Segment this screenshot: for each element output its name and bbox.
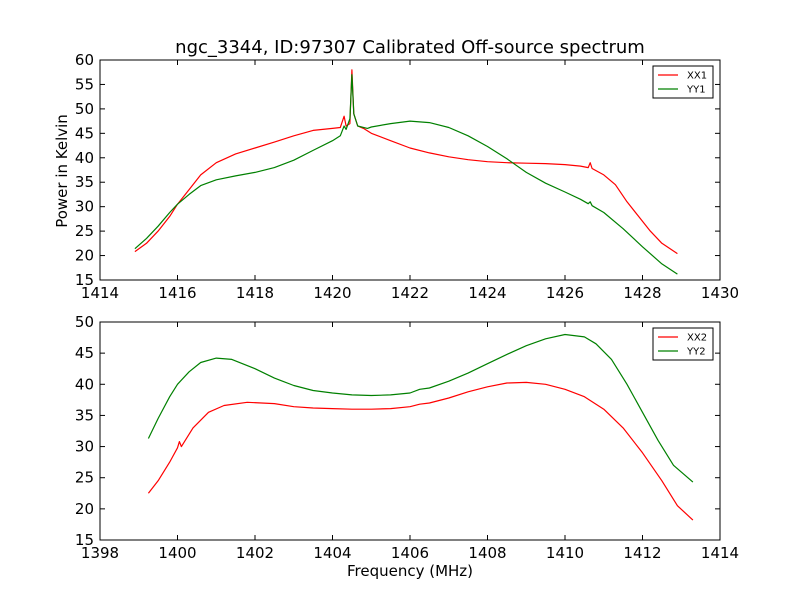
top-y-tick-label: 20 <box>75 247 94 265</box>
bottom-x-tick-label: 1398 <box>81 544 119 562</box>
top-y-tick-label: 60 <box>75 51 94 69</box>
top-series-line-xx1 <box>134 69 678 255</box>
bottom-y-tick-label: 15 <box>75 531 94 549</box>
top-legend-label-xx1: XX1 <box>687 71 707 82</box>
bottom-x-tick-label: 1406 <box>391 544 429 562</box>
bottom-y-tick-label: 30 <box>75 438 94 456</box>
top-y-axis-label: Power in Kelvin <box>53 114 71 228</box>
top-x-tick-label: 1422 <box>391 284 429 302</box>
top-x-tick-label: 1416 <box>158 284 196 302</box>
bottom-x-tick-label: 1414 <box>701 544 739 562</box>
top-x-tick-label: 1414 <box>81 284 119 302</box>
top-y-tick-label: 25 <box>75 222 94 240</box>
top-x-tick-label: 1420 <box>313 284 351 302</box>
bottom-x-tick-label: 1404 <box>313 544 351 562</box>
top-x-tick-label: 1428 <box>623 284 661 302</box>
top-legend-box <box>652 65 714 99</box>
bottom-legend-box <box>652 327 714 361</box>
top-y-tick-label: 45 <box>75 124 94 142</box>
bottom-legend-label-xx2: XX2 <box>687 333 707 344</box>
top-x-tick-label: 1426 <box>546 284 584 302</box>
bottom-x-axis-label: Frequency (MHz) <box>347 562 473 580</box>
bottom-y-tick-label: 20 <box>75 500 94 518</box>
bottom-y-tick-label: 50 <box>75 313 94 331</box>
bottom-y-tick-label: 25 <box>75 469 94 487</box>
top-y-tick-label: 15 <box>75 271 94 289</box>
top-y-tick-label: 30 <box>75 198 94 216</box>
bottom-y-tick-label: 45 <box>75 344 94 362</box>
bottom-x-tick-label: 1412 <box>623 544 661 562</box>
top-series-line-yy1 <box>134 74 678 275</box>
top-x-tick-label: 1418 <box>236 284 274 302</box>
bottom-legend-label-yy2: YY2 <box>686 347 706 358</box>
bottom-x-tick-label: 1408 <box>468 544 506 562</box>
top-plot-area: 1414 1416 1418 1420 1422 1424 1426 1428 1430 15 20… <box>75 51 739 302</box>
top-y-tick-label: 50 <box>75 100 94 118</box>
top-y-tick-label: 40 <box>75 149 94 167</box>
bottom-x-tick-label: 1410 <box>546 544 584 562</box>
top-legend-label-yy1: YY1 <box>686 85 706 96</box>
bottom-x-tick-label: 1402 <box>236 544 274 562</box>
top-x-tick-label: 1424 <box>468 284 506 302</box>
top-y-tick-label: 35 <box>75 173 94 191</box>
top-plot-title: ngc_3344, ID:97307 Calibrated Off-source… <box>175 37 645 58</box>
bottom-y-tick-label: 40 <box>75 375 94 393</box>
top-x-tick-label: 1430 <box>701 284 739 302</box>
bottom-plot-area: 1398 1400 1402 1404 1406 1408 1410 1412 1414 15 20… <box>75 313 739 562</box>
bottom-series-line-xx2 <box>147 381 694 521</box>
bottom-y-tick-label: 35 <box>75 406 94 424</box>
bottom-series-line-yy2 <box>147 333 694 483</box>
bottom-x-tick-label: 1400 <box>158 544 196 562</box>
top-y-tick-label: 55 <box>75 75 94 93</box>
